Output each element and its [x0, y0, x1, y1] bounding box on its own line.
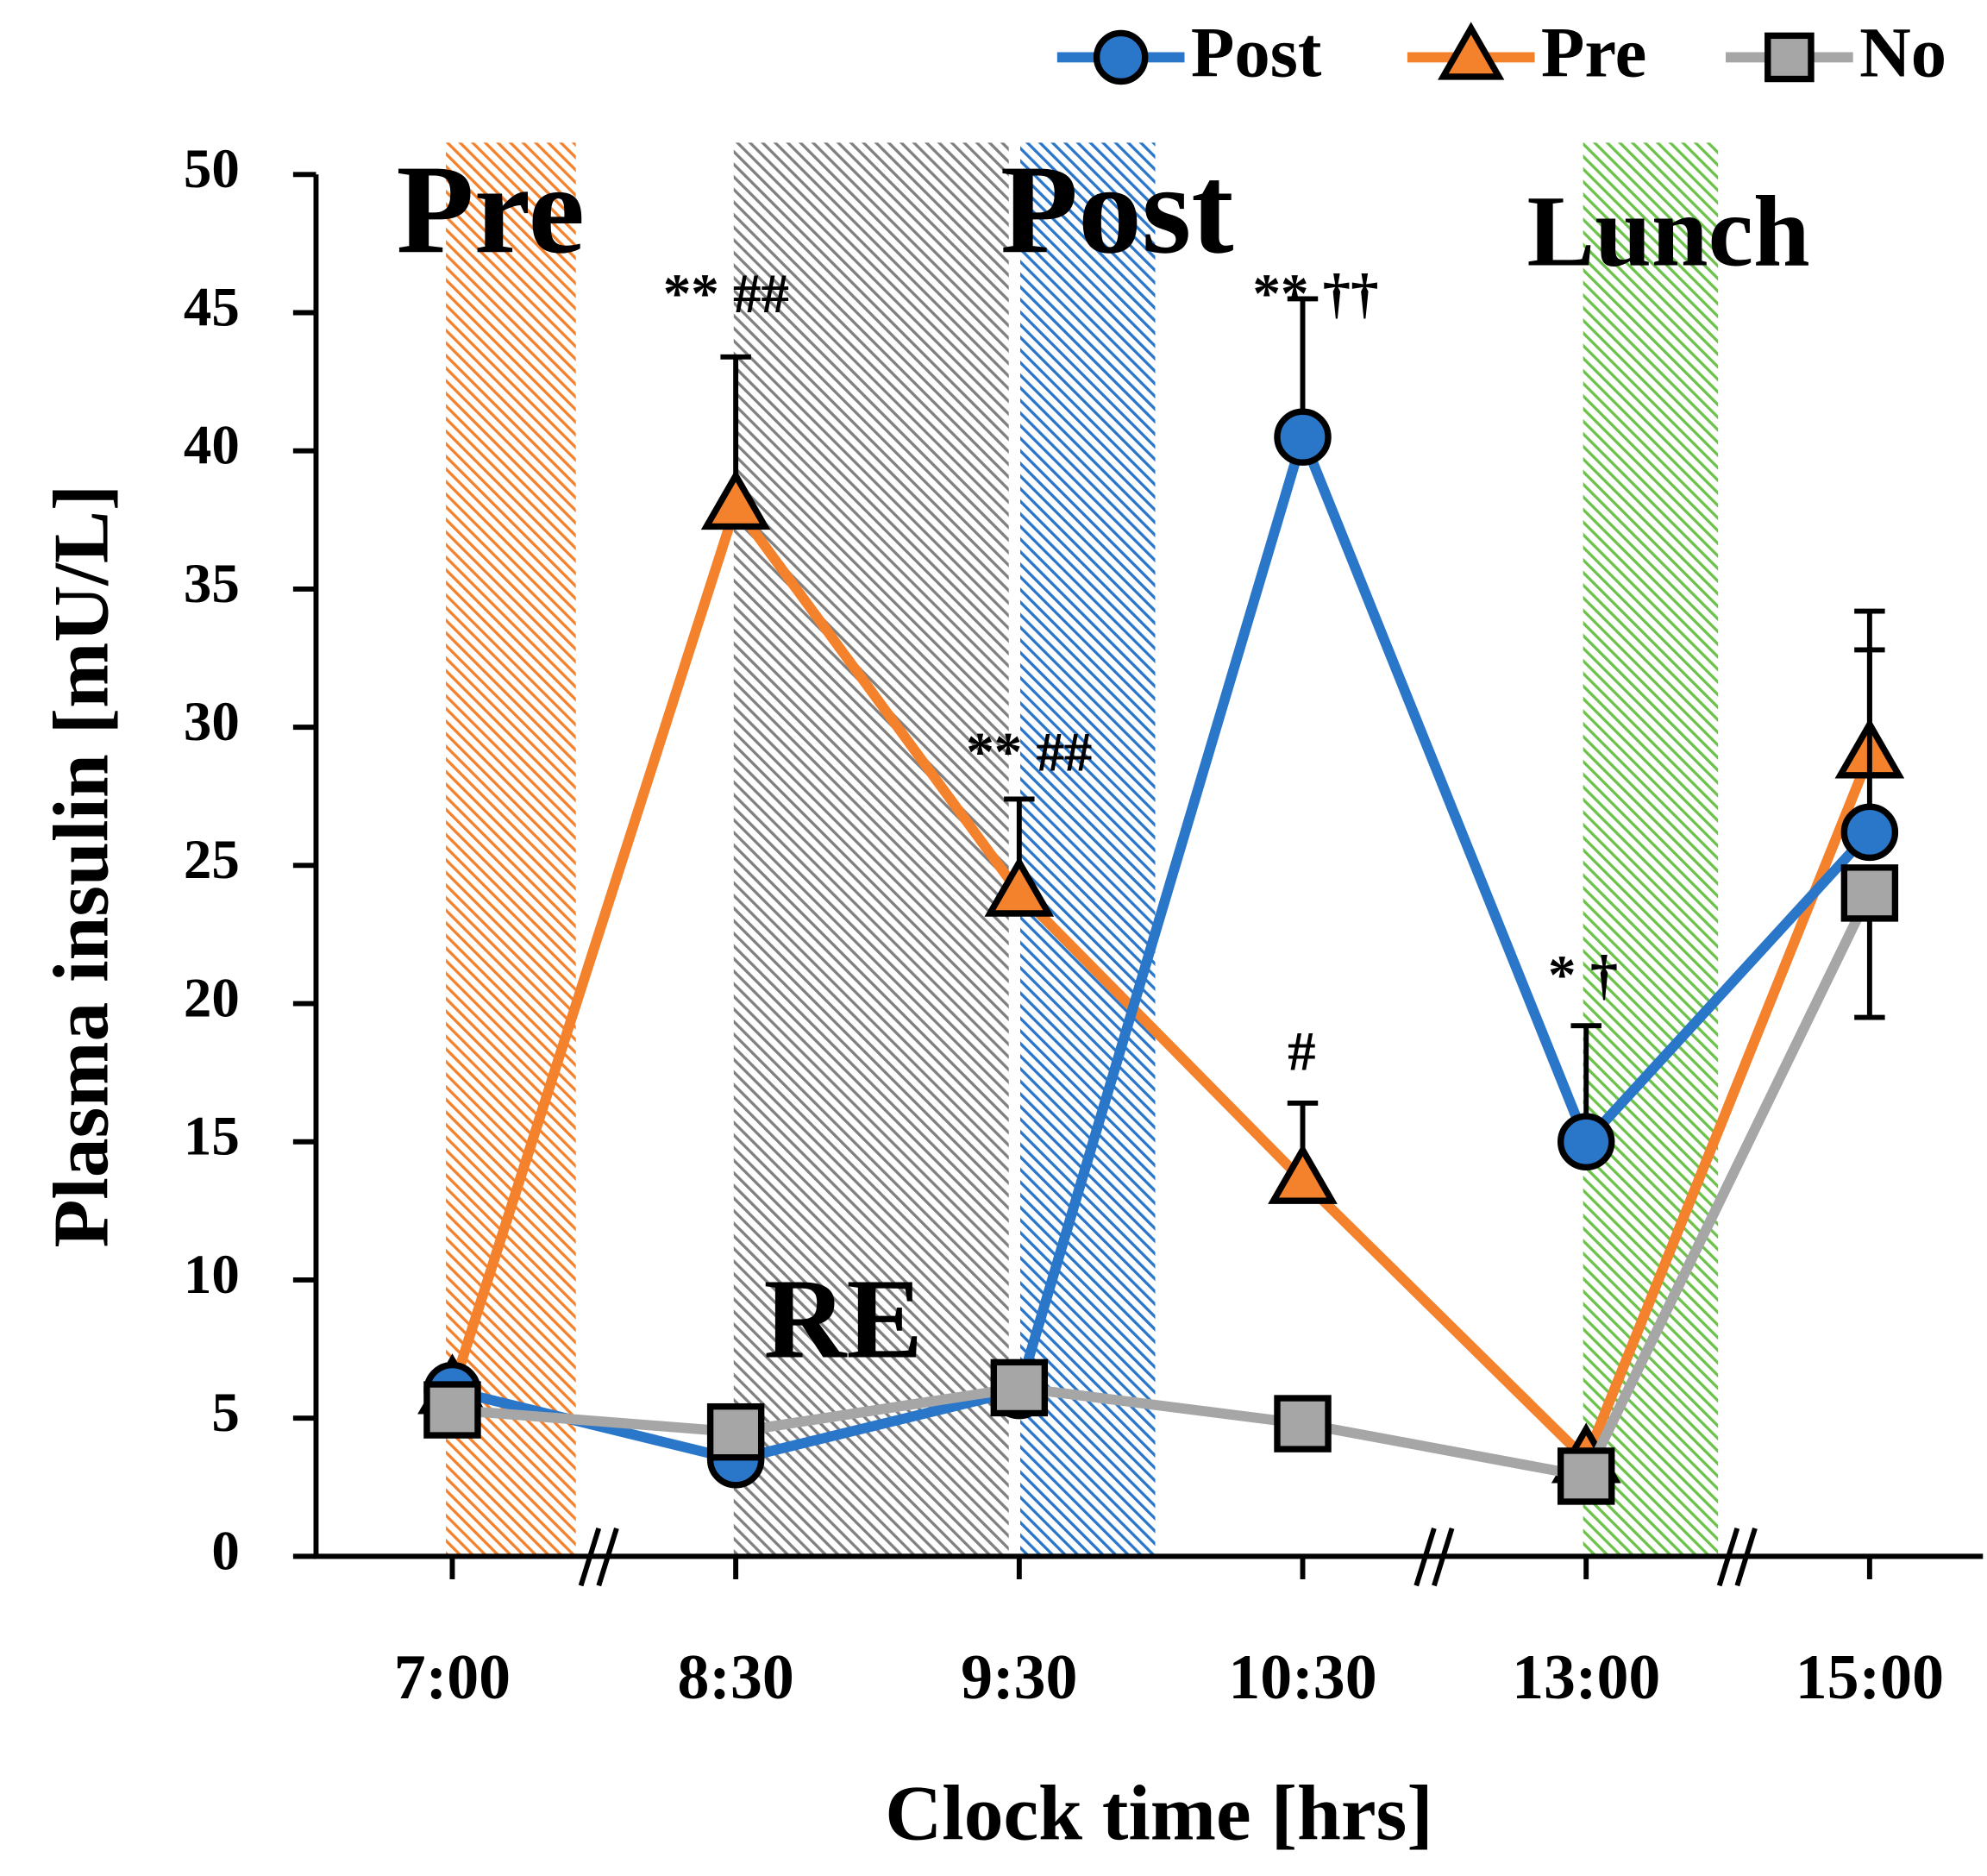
x-tick-label: 9:30: [961, 1641, 1077, 1712]
y-tick-label: 40: [184, 415, 240, 477]
x-tick-label: 7:00: [394, 1641, 511, 1712]
annotation: ** ††: [1252, 263, 1378, 325]
axes: [313, 174, 1984, 1587]
axis-breaks: [578, 1528, 1758, 1587]
region-band: [1020, 142, 1156, 1557]
marker: [700, 468, 771, 530]
region-band: [733, 142, 1009, 1557]
marker: [1268, 1143, 1338, 1204]
region-band: [1583, 142, 1719, 1557]
y-tick-label: 15: [184, 1106, 240, 1168]
regions: [446, 142, 1719, 1557]
marker: [1093, 29, 1149, 85]
y-tick-label: 10: [184, 1244, 240, 1306]
legend-item: Post: [1056, 12, 1322, 91]
series: [423, 864, 1899, 1505]
annotation: #: [1288, 1020, 1315, 1082]
legend-label: Post: [1191, 12, 1322, 91]
x-tick-label: 10:30: [1228, 1641, 1376, 1712]
line: [447, 500, 1875, 1465]
y-tick-label: 5: [211, 1382, 239, 1444]
legend-item: Pre: [1407, 12, 1646, 91]
line: [451, 431, 1874, 1465]
marker: [1274, 1395, 1332, 1452]
y-tick-label: 20: [184, 967, 240, 1029]
marker: [990, 1358, 1049, 1417]
y-tick-label: 35: [184, 553, 240, 615]
x-tick-label: 8:30: [677, 1641, 793, 1712]
plot-area: [417, 296, 1905, 1505]
x-tick-label: 15:00: [1796, 1641, 1944, 1712]
annotation: * †: [1548, 944, 1618, 1007]
y-tick-label: 45: [184, 276, 240, 338]
legend-label: No: [1859, 12, 1946, 91]
marker: [1764, 32, 1815, 83]
marker: [1840, 803, 1899, 862]
region-band: [446, 142, 576, 1557]
legend-item: No: [1726, 12, 1946, 91]
annotation: ** ##: [663, 263, 789, 325]
region-label: Lunch: [1526, 175, 1809, 288]
line: [451, 890, 1875, 1482]
legend: Post Pre No: [1056, 12, 1946, 91]
marker: [1557, 1447, 1615, 1505]
marker: [1840, 864, 1899, 922]
region-label: Post: [1000, 138, 1234, 279]
region-label: RE: [763, 1256, 923, 1383]
x-axis-title: Clock time [hrs]: [885, 1769, 1432, 1857]
x-tick-label: 13:00: [1512, 1641, 1660, 1712]
marker: [984, 856, 1055, 917]
marker: [1274, 408, 1332, 466]
y-tick-label: 0: [211, 1520, 239, 1582]
region-label: Pre: [396, 138, 585, 279]
y-tick-label: 30: [184, 691, 240, 753]
marker: [423, 1381, 481, 1439]
marker: [1557, 1113, 1615, 1170]
legend-label: Pre: [1541, 12, 1646, 91]
y-tick-label: 50: [184, 138, 240, 200]
marker: [706, 1402, 765, 1461]
marker: [1438, 22, 1505, 80]
y-tick-label: 25: [184, 829, 240, 891]
y-axis-title: Plasma insulin [mU/L]: [37, 485, 125, 1248]
annotation: ** ##: [966, 721, 1092, 783]
